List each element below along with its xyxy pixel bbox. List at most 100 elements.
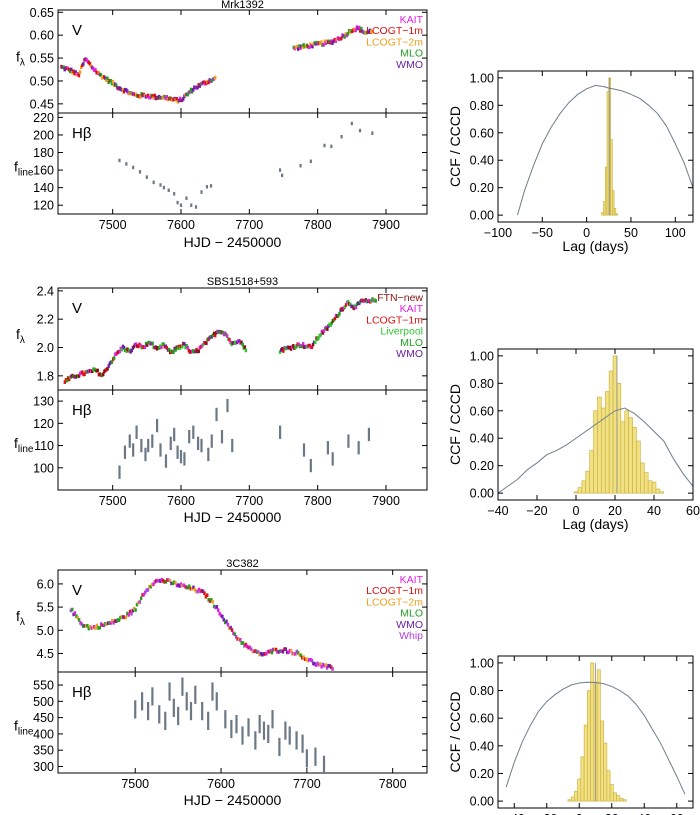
cccd-bar — [636, 440, 641, 494]
continuum-point — [113, 619, 117, 623]
continuum-point — [81, 370, 84, 374]
continuum-point — [196, 85, 199, 90]
continuum-point — [285, 650, 289, 655]
continuum-point — [226, 622, 230, 627]
continuum-point — [309, 657, 312, 662]
continuum-point — [160, 345, 163, 350]
continuum-point — [354, 305, 358, 310]
continuum-point — [193, 587, 197, 592]
continuum-point — [273, 647, 276, 652]
continuum-point — [105, 78, 108, 82]
continuum-point — [279, 649, 282, 653]
continuum-point — [74, 70, 77, 74]
continuum-point — [330, 665, 333, 670]
continuum-point — [257, 650, 260, 654]
continuum-point — [320, 664, 323, 669]
continuum-point — [321, 662, 325, 667]
continuum-point — [248, 645, 252, 650]
continuum-point — [217, 608, 220, 612]
continuum-ylabel: fλ — [16, 49, 25, 69]
xtick-label: 7700 — [235, 218, 263, 232]
xtick-label: 7700 — [235, 494, 263, 508]
continuum-point — [151, 94, 154, 98]
continuum-point — [259, 651, 263, 656]
ccf-curve — [497, 407, 694, 494]
cccd-bar — [580, 756, 585, 802]
continuum-point — [177, 98, 181, 103]
ytick-label: 0.65 — [30, 6, 54, 20]
continuum-point — [119, 615, 122, 620]
continuum-point — [321, 331, 325, 335]
xtick-label: 7600 — [207, 777, 235, 791]
line-frame — [57, 671, 428, 774]
ytick-label: 1.00 — [470, 349, 494, 363]
xtick-label: 7800 — [304, 494, 332, 508]
continuum-point — [195, 589, 198, 593]
continuum-point — [300, 344, 304, 349]
continuum-point — [72, 612, 75, 617]
continuum-point — [190, 586, 194, 591]
continuum-point — [83, 623, 86, 628]
continuum-ylabel: fλ — [16, 608, 25, 628]
continuum-point — [183, 342, 186, 346]
legend-entry: MLO — [400, 48, 423, 60]
ytick-label: 0.55 — [30, 52, 54, 66]
cccd-bar — [615, 213, 618, 216]
continuum-point — [139, 343, 142, 348]
continuum-point — [142, 592, 146, 597]
continuum-point — [212, 604, 216, 609]
continuum-point — [343, 35, 346, 39]
ytick-label: 400 — [33, 727, 54, 741]
ytick-label: 120 — [33, 417, 54, 431]
ytick-label: 2.0 — [37, 341, 54, 355]
legend-entry: MLO — [400, 608, 423, 620]
continuum-point — [243, 644, 246, 648]
ytick-label: 0.20 — [470, 767, 494, 781]
continuum-point — [175, 96, 178, 101]
continuum-point — [167, 578, 170, 582]
continuum-point — [327, 663, 330, 668]
continuum-point — [115, 83, 118, 88]
continuum-point — [175, 583, 179, 588]
xtick-label: 100 — [665, 226, 686, 240]
continuum-point — [305, 657, 308, 661]
legend-entry: FTN−new — [377, 292, 423, 304]
continuum-point — [330, 321, 333, 325]
ytick-label: 120 — [33, 199, 54, 213]
continuum-point — [283, 647, 286, 651]
continuum-point — [251, 649, 254, 654]
continuum-point — [262, 652, 265, 656]
ytick-label: 140 — [33, 181, 54, 195]
ccf-panel: 0.000.200.400.600.801.00−40−200204060Lag… — [447, 655, 694, 815]
continuum-point — [320, 40, 323, 45]
ytick-label: 0.60 — [30, 29, 54, 43]
continuum-point — [192, 88, 195, 92]
cccd-bar — [573, 491, 579, 494]
line-ylabel: fline — [14, 159, 34, 179]
continuum-point — [178, 584, 181, 588]
legend-entry: LCOGT−1m — [366, 314, 423, 326]
cccd-bar — [601, 407, 606, 494]
cccd-bar — [619, 798, 624, 802]
continuum-point — [360, 26, 363, 31]
continuum-point — [190, 89, 194, 94]
continuum-point — [71, 607, 74, 612]
continuum-point — [107, 364, 110, 368]
xtick-label: 7500 — [99, 494, 127, 508]
continuum-point — [110, 81, 114, 86]
cccd-bar — [570, 796, 575, 802]
line-ylabel: fline — [14, 435, 34, 455]
continuum-point — [230, 628, 234, 632]
continuum-point — [73, 611, 77, 615]
xtick-label: 7900 — [372, 218, 400, 232]
continuum-point — [106, 366, 109, 371]
continuum-point — [171, 581, 175, 586]
continuum-point — [65, 378, 69, 383]
xtick-label: 7600 — [167, 494, 195, 508]
continuum-point — [301, 342, 305, 346]
continuum-point — [311, 342, 315, 347]
continuum-point — [203, 591, 206, 596]
line-panel: 300 350 400 450 500 550 7500 7600 7700 7800 Hβ flin… — [14, 671, 428, 791]
legend-entry: WMO — [396, 348, 423, 360]
continuum-point — [178, 96, 182, 101]
